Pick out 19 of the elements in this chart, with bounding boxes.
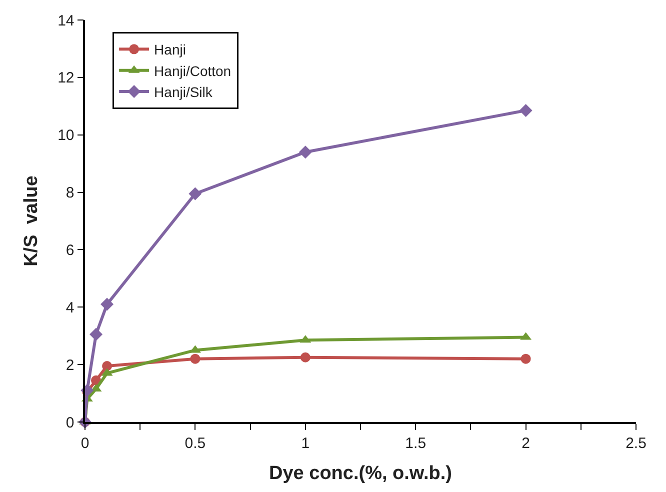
x-tick-label: 2.5 — [626, 434, 646, 452]
y-tick-label: 12 — [58, 70, 74, 87]
x-tick-label: 1.5 — [405, 434, 426, 452]
y-tick-label: 14 — [58, 12, 74, 30]
y-tick-label: 10 — [58, 127, 74, 144]
x-axis-title: Dye conc.(%, o.w.b.) — [269, 463, 452, 484]
y-tick-label: 6 — [66, 242, 74, 259]
x-tick-label: 2 — [522, 434, 530, 452]
x-tick-label: 0.5 — [184, 434, 206, 452]
x-tick-label: 0 — [80, 434, 90, 452]
y-tick-label: 0 — [66, 414, 74, 432]
y-tick-label: 8 — [66, 184, 74, 202]
y-axis-title: K/S value — [20, 176, 42, 266]
x-tick-label: 1 — [301, 434, 310, 452]
y-tick-label: 2 — [66, 356, 74, 374]
legend-label: Hanji — [154, 42, 186, 58]
legend-label: Hanji/Silk — [154, 84, 214, 100]
legend-label: Hanji/Cotton — [154, 62, 232, 79]
y-tick-label: 4 — [66, 299, 74, 316]
